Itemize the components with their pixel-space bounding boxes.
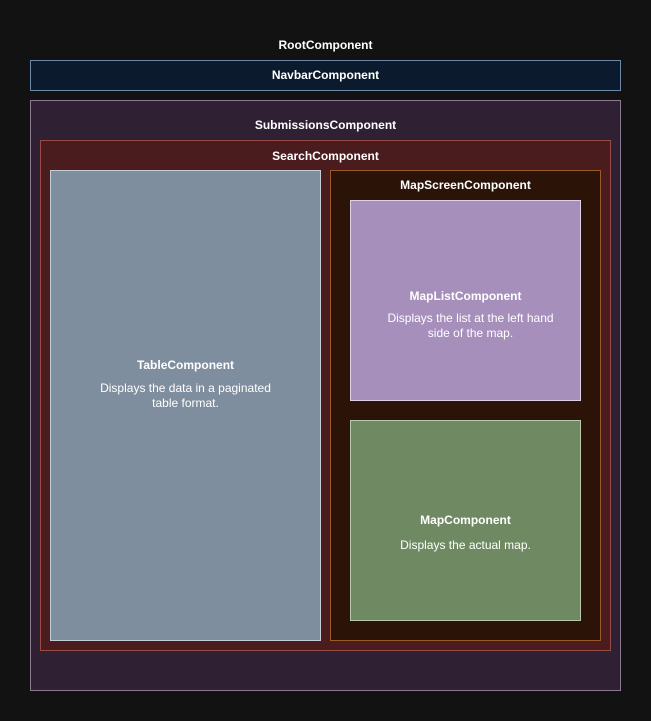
map-component-box: MapComponent Displays the actual map. (350, 420, 581, 621)
map-list-component-title: MapListComponent (409, 289, 522, 303)
table-component-description: Displays the data in a paginated table f… (100, 381, 271, 410)
navbar-component-box: NavbarComponent (30, 60, 621, 91)
map-screen-component-title: MapScreenComponent (400, 178, 531, 192)
submissions-component-title: SubmissionsComponent (254, 118, 397, 132)
search-component-title: SearchComponent (272, 149, 379, 163)
map-component-description: Displays the actual map. (400, 538, 531, 552)
map-list-component-description: Displays the list at the left hand side … (387, 311, 554, 340)
root-component-title: RootComponent (278, 38, 373, 52)
map-component-title: MapComponent (420, 513, 511, 527)
map-list-component-box: MapListComponent Displays the list at th… (350, 200, 581, 401)
table-component-title: TableComponent (136, 358, 235, 372)
navbar-component-title: NavbarComponent (271, 68, 380, 82)
table-component-box: TableComponent Displays the data in a pa… (50, 170, 321, 641)
